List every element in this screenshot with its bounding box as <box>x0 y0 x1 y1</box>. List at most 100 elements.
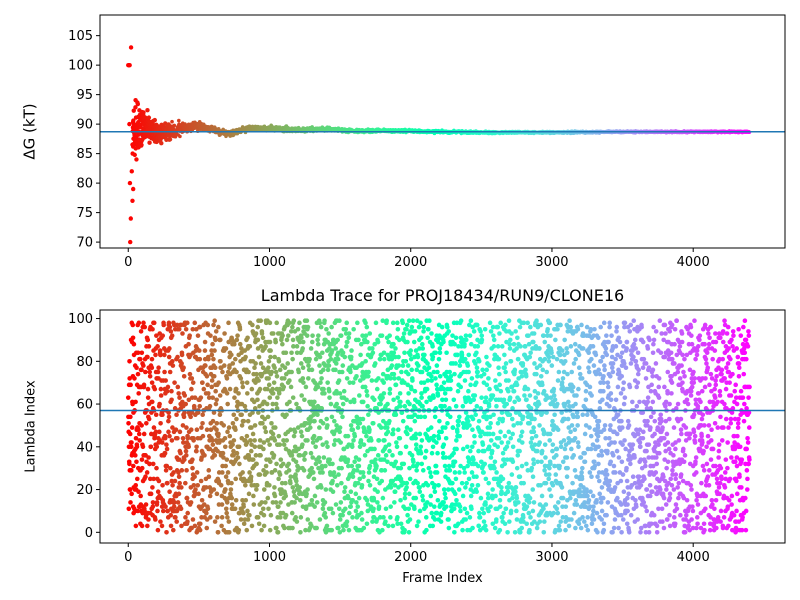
lambda-point <box>472 433 477 439</box>
lambda-point <box>282 525 287 531</box>
lambda-point <box>446 525 452 531</box>
lambda-point <box>393 382 399 388</box>
lambda-point <box>484 367 490 373</box>
lambda-point <box>178 450 183 456</box>
lambda-point <box>193 487 198 492</box>
delta-g-point <box>172 123 177 128</box>
delta-g-point <box>131 108 136 113</box>
lambda-point <box>251 502 257 507</box>
lambda-point <box>374 476 380 482</box>
lambda-point <box>486 403 492 409</box>
lambda-point <box>429 510 435 516</box>
lambda-point <box>167 433 172 439</box>
lambda-point <box>392 500 397 505</box>
lambda-point <box>331 470 337 475</box>
lambda-point <box>436 482 441 488</box>
lambda-point <box>183 515 188 520</box>
lambda-point <box>329 414 335 420</box>
lambda-point <box>378 425 384 430</box>
lambda-point <box>387 418 392 424</box>
lambda-point <box>354 500 359 505</box>
lambda-point <box>386 523 391 529</box>
lambda-point <box>452 459 458 465</box>
lambda-point <box>423 504 429 509</box>
lambda-point <box>127 461 132 467</box>
lambda-point <box>153 412 159 418</box>
lambda-point <box>197 527 203 533</box>
lambda-point <box>364 433 369 439</box>
lambda-point <box>263 429 269 435</box>
lambda-point <box>245 391 250 396</box>
lambda-point <box>171 527 176 533</box>
lambda-point <box>300 339 306 345</box>
lambda-point <box>145 523 150 529</box>
lambda-point <box>429 331 434 336</box>
lambda-point <box>133 453 138 458</box>
lambda-point <box>442 391 448 396</box>
lambda-point <box>373 457 378 462</box>
lambda-point <box>217 412 223 418</box>
delta-g-point <box>134 157 139 162</box>
lambda-point <box>433 350 439 356</box>
lambda-point <box>148 491 154 497</box>
lambda-point <box>491 333 496 338</box>
lambda-point <box>141 431 147 437</box>
lambda-point <box>312 504 317 509</box>
lambda-point <box>247 470 252 475</box>
lambda-point <box>338 440 343 445</box>
lambda-point <box>478 495 484 501</box>
lambda-point <box>225 401 230 407</box>
lambda-point <box>254 482 260 488</box>
lambda-point <box>358 438 364 443</box>
lambda-point <box>422 455 428 460</box>
lambda-point <box>336 506 342 512</box>
lambda-point <box>230 361 236 366</box>
lambda-point <box>273 500 279 505</box>
lambda-point <box>153 352 158 358</box>
lambda-point <box>463 517 468 522</box>
lambda-point <box>473 412 478 418</box>
lambda-point <box>487 386 492 392</box>
lambda-point <box>211 373 217 379</box>
lambda-point <box>317 363 322 368</box>
lambda-point <box>165 480 170 486</box>
lambda-point <box>250 457 256 462</box>
lambda-point <box>152 386 158 392</box>
lambda-point <box>317 354 323 360</box>
lambda-point <box>169 438 175 443</box>
lambda-point <box>476 359 482 364</box>
lambda-point <box>434 363 440 368</box>
lambda-point <box>417 489 423 495</box>
lambda-point <box>318 324 324 330</box>
lambda-point <box>474 403 480 409</box>
lambda-point <box>335 356 341 362</box>
lambda-point <box>306 376 311 381</box>
lambda-point <box>184 320 190 326</box>
lambda-point <box>169 388 174 394</box>
lambda-point <box>183 326 189 332</box>
lambda-point <box>384 318 390 323</box>
lambda-point <box>394 440 399 445</box>
lambda-point <box>413 435 418 441</box>
lambda-point <box>146 344 152 349</box>
lambda-point <box>456 521 461 527</box>
lambda-point <box>360 416 366 422</box>
lambda-point <box>470 444 475 450</box>
lambda-point <box>402 403 408 409</box>
lambda-point <box>272 425 278 430</box>
lambda-point <box>168 465 173 471</box>
lambda-point <box>261 512 267 518</box>
lambda-point <box>430 523 436 529</box>
lambda-point <box>162 435 168 441</box>
lambda-point <box>468 382 473 388</box>
lambda-point <box>278 515 283 520</box>
lambda-point <box>366 470 372 475</box>
lambda-point <box>284 412 289 418</box>
lambda-point <box>308 346 314 351</box>
lambda-point <box>333 361 339 366</box>
lambda-point <box>207 403 213 409</box>
lambda-point <box>189 376 195 381</box>
lambda-point <box>393 346 398 351</box>
lambda-point <box>375 453 381 458</box>
lambda-point <box>170 363 176 368</box>
